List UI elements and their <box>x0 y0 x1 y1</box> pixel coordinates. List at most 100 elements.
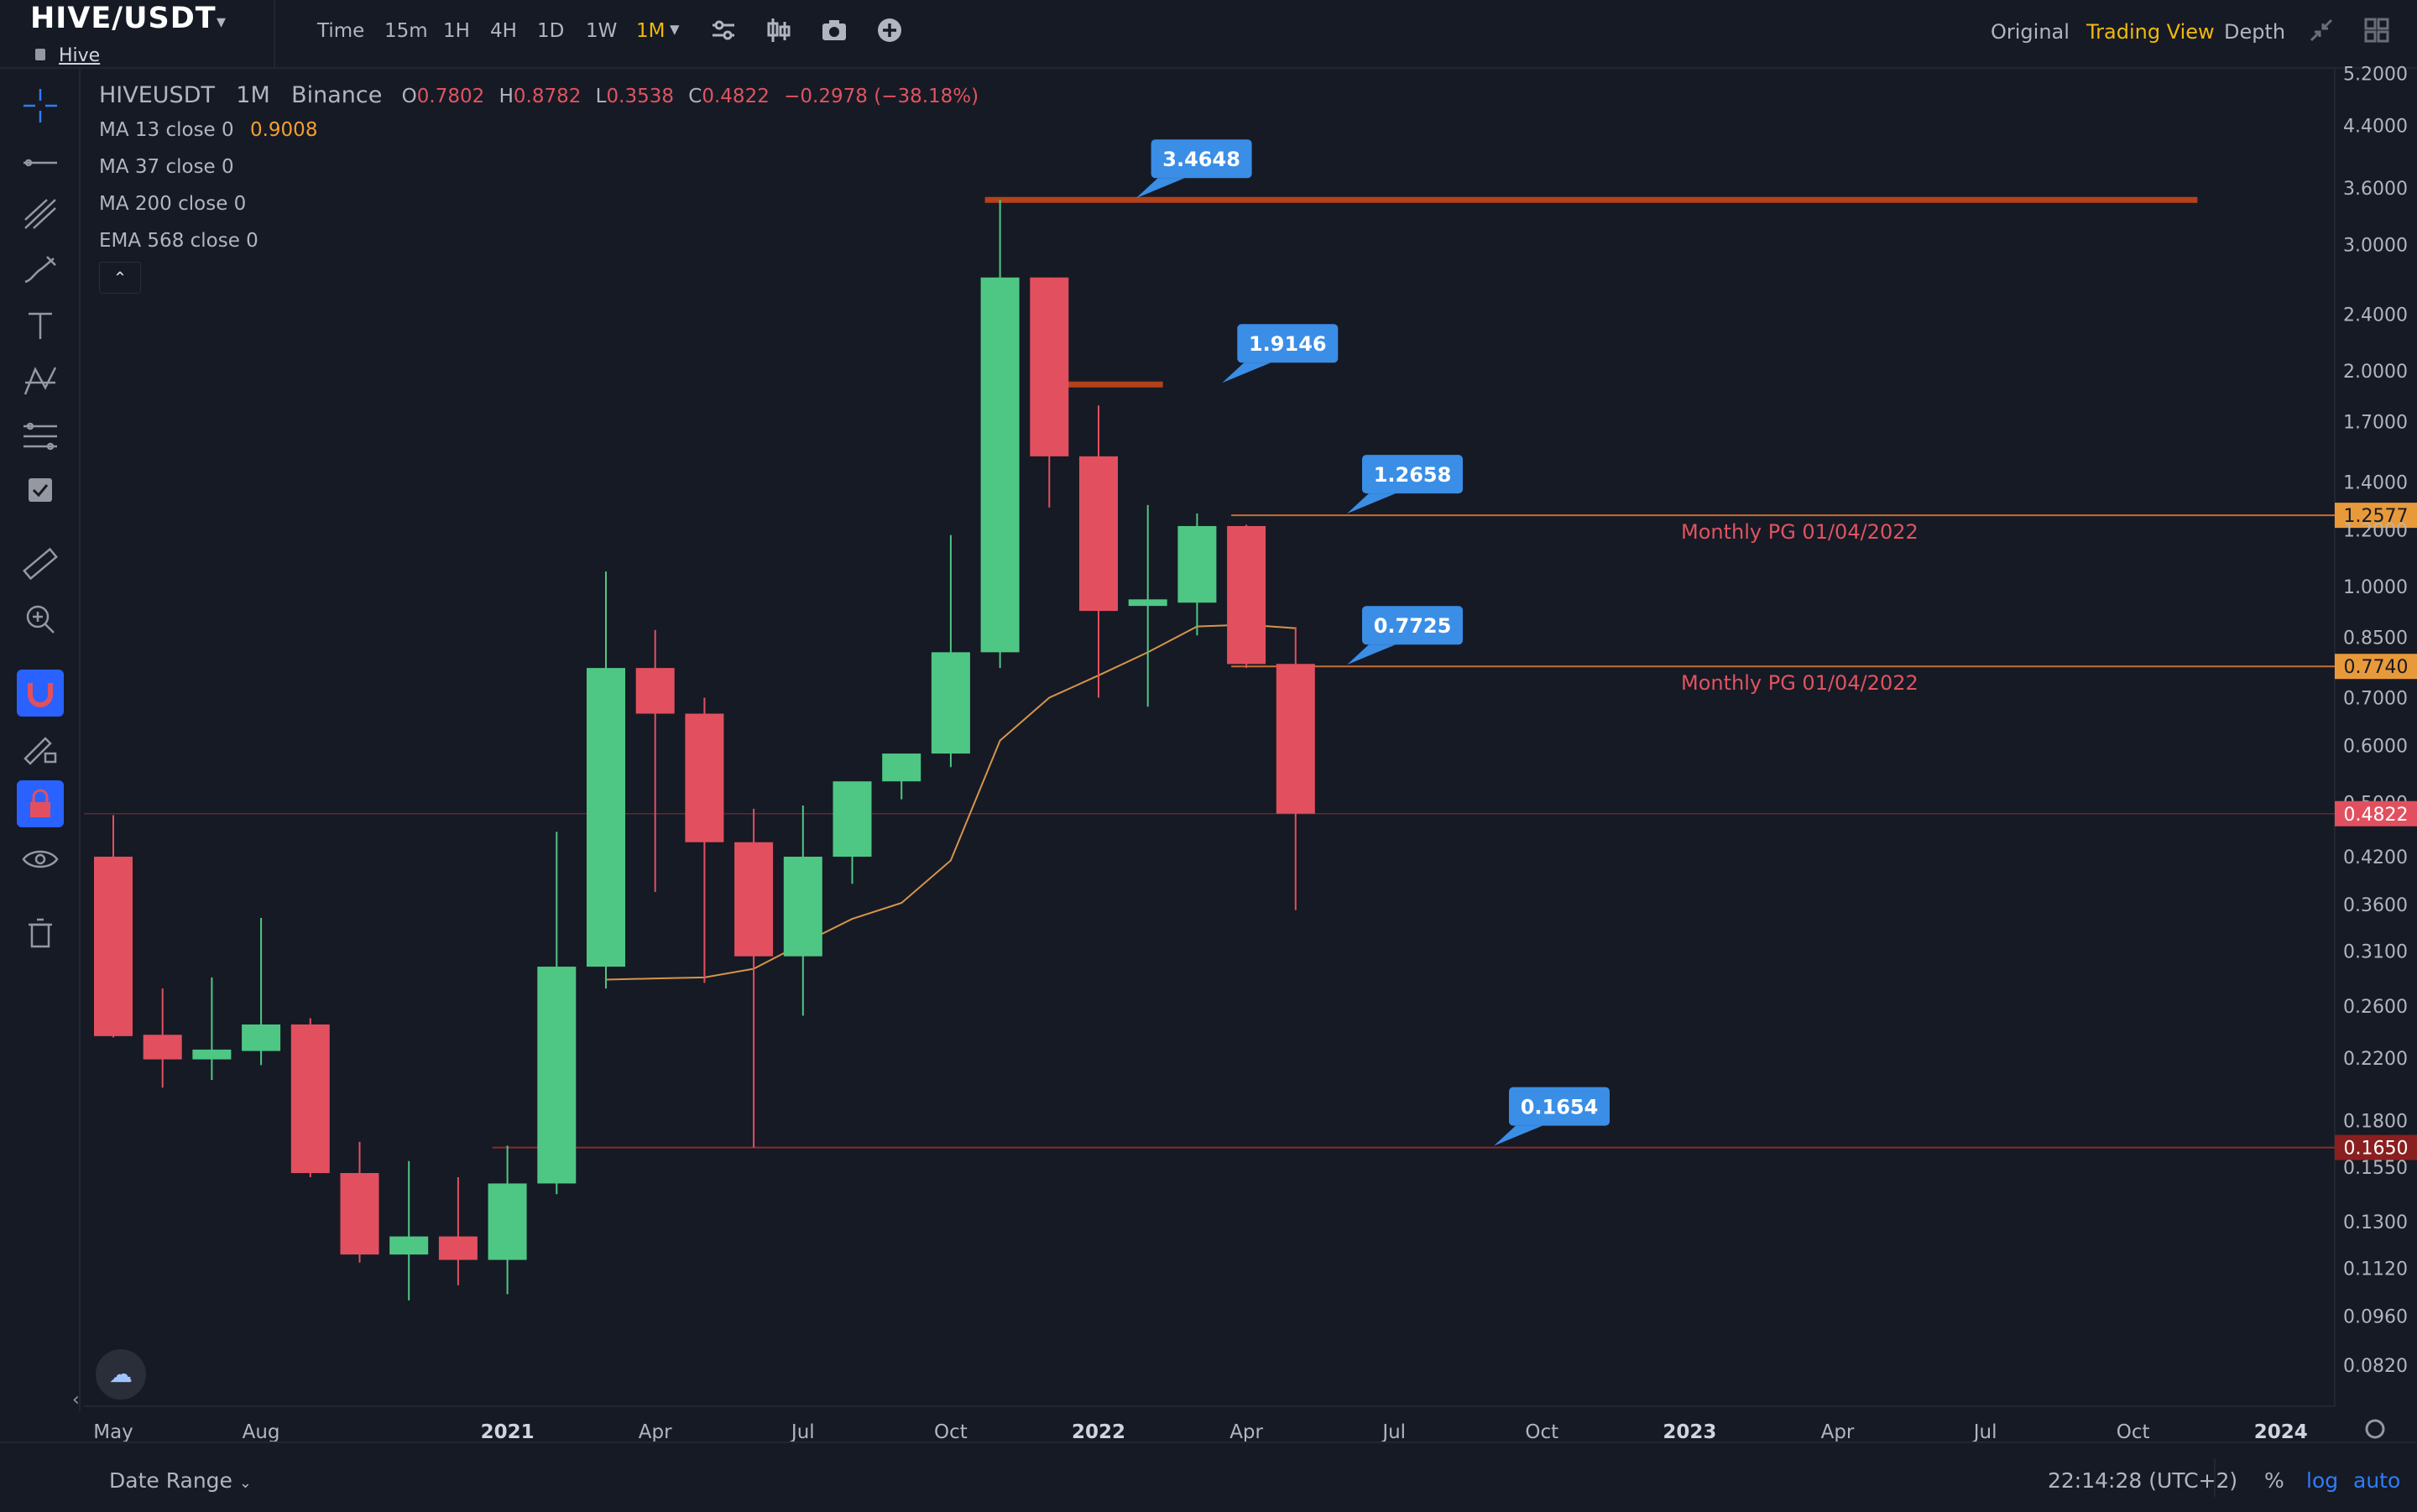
scroll-left-icon[interactable]: ‹ <box>72 1389 80 1410</box>
date-range-label: Date Range <box>109 1468 232 1493</box>
callout-label: 1.2658 <box>1374 463 1452 487</box>
legend-high-label: H <box>499 86 514 107</box>
legend-low: 0.3538 <box>606 86 674 107</box>
price-callout <box>1509 1087 1610 1126</box>
fib-icon[interactable] <box>17 413 64 460</box>
text-icon[interactable] <box>17 302 64 349</box>
candle-body <box>931 652 970 754</box>
candle-body <box>1227 525 1266 665</box>
y-tick-label: 0.4200 <box>2343 847 2408 868</box>
trend-line-icon[interactable] <box>17 138 64 185</box>
brush-icon[interactable] <box>17 247 64 294</box>
candle-body <box>1177 525 1217 603</box>
last-price-label: 0.4822 <box>2344 805 2409 826</box>
tab-original[interactable]: Original <box>1991 20 2070 44</box>
price-callout <box>1237 324 1339 363</box>
x-tick-label: Aug <box>243 1421 280 1443</box>
collapse-icon[interactable] <box>2306 15 2336 45</box>
y-tick-label: 0.0820 <box>2343 1356 2408 1377</box>
pair-sub-link[interactable]: Hive <box>59 45 101 66</box>
indicator-label: MA 37 close 0 <box>99 156 234 178</box>
candle-body <box>143 1035 182 1060</box>
clock-display[interactable]: 22:14:28 (UTC+2) <box>2048 1468 2238 1493</box>
x-tick-label: Jul <box>1381 1421 1406 1443</box>
candle-body <box>192 1049 232 1060</box>
percent-scale-toggle[interactable]: % <box>2264 1468 2284 1493</box>
add-indicator-icon[interactable] <box>874 15 905 45</box>
candle-body <box>833 781 872 858</box>
tab-depth[interactable]: Depth <box>2224 20 2286 44</box>
x-tick-label: Jul <box>790 1421 815 1443</box>
axis-price-tag <box>2335 654 2417 680</box>
divider <box>274 0 275 67</box>
y-tick-label: 1.0000 <box>2343 577 2408 598</box>
timeframe-1d[interactable]: 1D <box>537 20 565 42</box>
level-annotation: Monthly PG 01/04/2022 <box>1681 520 1918 544</box>
eye-icon[interactable] <box>17 836 64 883</box>
check-icon[interactable] <box>17 467 64 514</box>
pair-dropdown-icon[interactable]: ▾ <box>217 12 227 33</box>
trash-icon[interactable] <box>17 910 64 957</box>
ma-line <box>605 623 1296 981</box>
axis-price-label: 1.2577 <box>2344 506 2409 527</box>
auto-scale-toggle[interactable]: auto <box>2353 1468 2401 1493</box>
y-tick-label: 3.0000 <box>2343 236 2408 257</box>
callout-pointer <box>1494 1125 1543 1146</box>
zoom-icon[interactable] <box>17 596 64 643</box>
timeframe-4h[interactable]: 4H <box>490 20 517 42</box>
layout-grid-icon[interactable] <box>2362 15 2392 45</box>
pitchfork-icon[interactable] <box>17 191 64 238</box>
indicator-ma37[interactable]: MA 37 close 0 <box>99 156 234 178</box>
price-callout <box>1362 606 1463 645</box>
legend-ohlc: HIVEUSDT 1M Binance O0.7802 H0.8782 L0.3… <box>99 82 979 108</box>
y-tick-label: 1.7000 <box>2343 412 2408 433</box>
timeframe-time[interactable]: Time <box>317 20 365 42</box>
magnet-icon[interactable] <box>17 670 64 717</box>
candle-body <box>389 1236 429 1255</box>
settings-sliders-icon[interactable] <box>708 15 739 45</box>
timeframe-1h[interactable]: 1H <box>443 20 470 42</box>
pair-title[interactable]: HIVE/USDT <box>30 2 217 35</box>
y-tick-label: 0.1550 <box>2343 1158 2408 1179</box>
axis-price-label: 0.7740 <box>2344 657 2409 678</box>
candle-body <box>1128 599 1167 607</box>
timeframe-1m[interactable]: 1M <box>636 20 666 42</box>
legend-collapse-button[interactable]: ⌃ <box>99 262 141 294</box>
crosshair-icon[interactable] <box>17 82 64 129</box>
indicator-ma13[interactable]: MA 13 close 0 0.9008 <box>99 119 317 141</box>
x-tick-label: Oct <box>934 1421 968 1443</box>
candle-body <box>980 277 1020 653</box>
timeframe-caret-icon[interactable]: ▾ <box>670 18 680 40</box>
indicator-label: MA 13 close 0 <box>99 119 234 141</box>
tab-trading-view[interactable]: Trading View <box>2086 20 2215 44</box>
candlestick-type-icon[interactable] <box>764 15 794 45</box>
date-range-button[interactable]: Date Range ⌄ <box>109 1468 252 1493</box>
timeframe-15m[interactable]: 15m <box>384 20 428 42</box>
lock-drawing-icon[interactable] <box>17 725 64 772</box>
candle-body <box>1276 664 1315 814</box>
indicator-ema568[interactable]: EMA 568 close 0 <box>99 230 258 252</box>
axis-price-tag <box>2335 503 2417 529</box>
indicator-ma200[interactable]: MA 200 close 0 <box>99 193 246 215</box>
tradingview-logo-icon[interactable]: ☁ <box>96 1349 146 1400</box>
x-tick-label: Oct <box>2117 1421 2150 1443</box>
camera-icon[interactable] <box>819 15 849 45</box>
legend-open-label: O <box>401 86 417 107</box>
x-tick-label: 2024 <box>2254 1421 2308 1443</box>
lock-icon[interactable] <box>17 780 64 827</box>
ruler-icon[interactable] <box>17 540 64 587</box>
legend-interval: 1M <box>236 82 270 108</box>
settings-gear-icon[interactable] <box>2365 1419 2385 1439</box>
log-scale-toggle[interactable]: log <box>2306 1468 2339 1493</box>
timeframe-1w[interactable]: 1W <box>586 20 618 42</box>
y-tick-label: 0.1800 <box>2343 1111 2408 1132</box>
candle-body <box>783 857 822 957</box>
y-tick-label: 0.1120 <box>2343 1259 2408 1280</box>
pattern-icon[interactable] <box>17 357 64 404</box>
bottom-bar: Date Range ⌄ 22:14:28 (UTC+2) % log auto <box>0 1442 2417 1512</box>
token-icon <box>35 49 45 60</box>
legend-high: 0.8782 <box>513 86 582 107</box>
callout-label: 3.4648 <box>1162 148 1240 171</box>
x-tick-label: Apr <box>1229 1421 1263 1443</box>
